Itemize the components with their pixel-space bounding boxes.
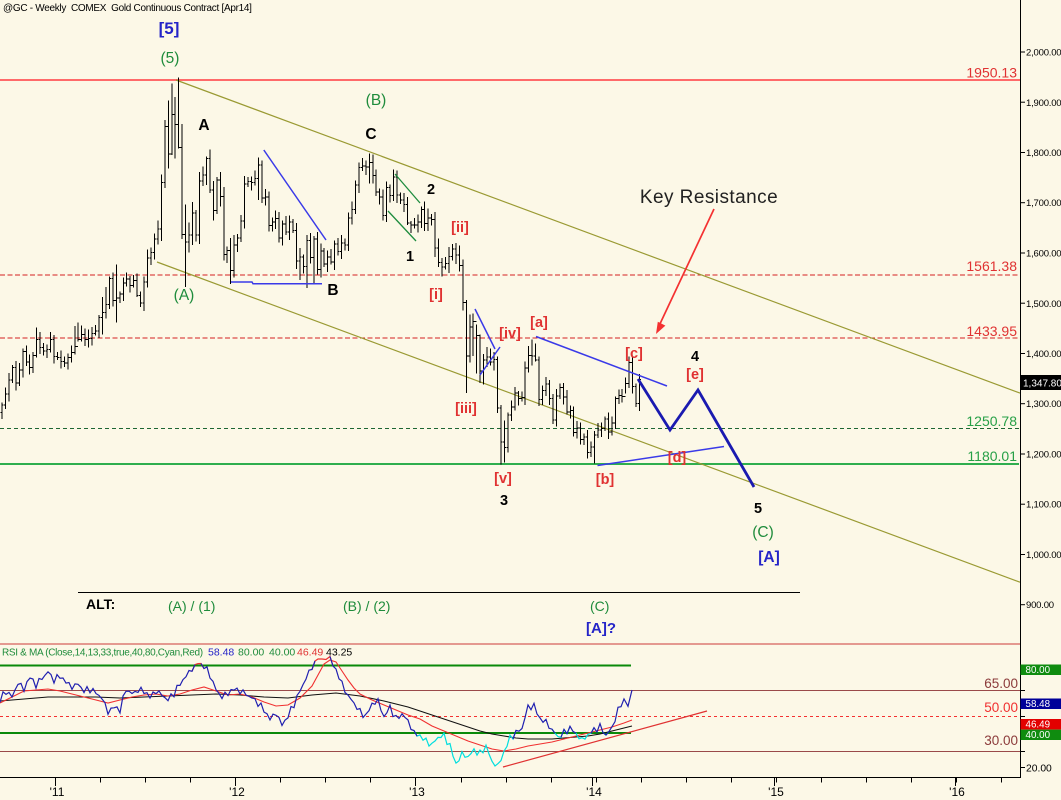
svg-text:[d]: [d] bbox=[668, 450, 687, 466]
svg-text:(B): (B) bbox=[366, 92, 387, 109]
svg-text:RSI & MA (Close,14,13,33,true,: RSI & MA (Close,14,13,33,true,40,80,Cyan… bbox=[2, 648, 203, 659]
svg-text:58.48: 58.48 bbox=[1026, 699, 1051, 710]
svg-text:1: 1 bbox=[406, 249, 414, 265]
svg-text:'14: '14 bbox=[586, 785, 602, 799]
svg-text:[i]: [i] bbox=[429, 287, 443, 303]
svg-text:C: C bbox=[365, 126, 376, 143]
svg-text:40.00: 40.00 bbox=[269, 647, 295, 659]
svg-text:2,000.00: 2,000.00 bbox=[1026, 48, 1061, 59]
svg-text:A: A bbox=[198, 117, 209, 134]
svg-text:Key Resistance: Key Resistance bbox=[640, 187, 778, 208]
svg-text:30.00: 30.00 bbox=[984, 733, 1018, 748]
svg-text:1,100.00: 1,100.00 bbox=[1026, 500, 1061, 511]
svg-text:[b]: [b] bbox=[596, 472, 615, 488]
svg-text:B: B bbox=[327, 282, 338, 299]
svg-text:[5]: [5] bbox=[159, 19, 180, 38]
svg-text:1950.13: 1950.13 bbox=[966, 65, 1017, 81]
svg-text:46.49: 46.49 bbox=[297, 647, 323, 659]
svg-text:1,500.00: 1,500.00 bbox=[1026, 299, 1061, 310]
svg-text:1433.95: 1433.95 bbox=[966, 323, 1017, 339]
svg-text:1,700.00: 1,700.00 bbox=[1026, 198, 1061, 209]
svg-text:46.49: 46.49 bbox=[1026, 720, 1051, 731]
svg-text:@GC - Weekly COMEX Gold Cont: @GC - Weekly COMEX Gold Continuous Contr… bbox=[3, 3, 252, 14]
svg-text:1,200.00: 1,200.00 bbox=[1026, 450, 1061, 461]
svg-text:(A) / (1): (A) / (1) bbox=[168, 598, 215, 614]
svg-text:20.00: 20.00 bbox=[1026, 763, 1052, 774]
svg-text:'15: '15 bbox=[768, 785, 784, 799]
svg-text:[iv]: [iv] bbox=[499, 326, 521, 342]
svg-text:(B) / (2): (B) / (2) bbox=[343, 598, 390, 614]
svg-text:1250.78: 1250.78 bbox=[966, 413, 1017, 429]
svg-text:'16: '16 bbox=[949, 785, 965, 799]
svg-text:1,300.00: 1,300.00 bbox=[1026, 399, 1061, 410]
svg-text:ALT:: ALT: bbox=[86, 596, 115, 612]
svg-text:[a]: [a] bbox=[530, 315, 548, 331]
svg-text:1,400.00: 1,400.00 bbox=[1026, 349, 1061, 360]
svg-text:1,600.00: 1,600.00 bbox=[1026, 249, 1061, 260]
svg-text:1,347.80: 1,347.80 bbox=[1023, 379, 1061, 390]
svg-text:4: 4 bbox=[691, 349, 699, 365]
svg-text:[v]: [v] bbox=[494, 471, 512, 487]
svg-text:40.00: 40.00 bbox=[1026, 730, 1051, 741]
svg-text:(5): (5) bbox=[161, 50, 180, 67]
svg-text:[e]: [e] bbox=[686, 367, 704, 383]
svg-text:(A): (A) bbox=[174, 287, 195, 304]
svg-text:80.00: 80.00 bbox=[1026, 665, 1051, 676]
svg-text:[A]?: [A]? bbox=[586, 620, 616, 637]
svg-text:1180.01: 1180.01 bbox=[967, 448, 1017, 464]
svg-text:2: 2 bbox=[427, 182, 435, 198]
svg-text:(C): (C) bbox=[752, 524, 774, 541]
svg-text:50.00: 50.00 bbox=[984, 700, 1018, 715]
svg-text:58.48: 58.48 bbox=[208, 647, 234, 659]
svg-text:1,000.00: 1,000.00 bbox=[1026, 550, 1061, 561]
svg-text:'11: '11 bbox=[50, 785, 65, 799]
svg-text:3: 3 bbox=[500, 493, 508, 509]
svg-text:1561.38: 1561.38 bbox=[966, 258, 1017, 274]
svg-text:[iii]: [iii] bbox=[455, 401, 477, 417]
svg-text:[ii]: [ii] bbox=[451, 220, 469, 236]
svg-text:43.25: 43.25 bbox=[326, 647, 352, 659]
svg-text:(C): (C) bbox=[590, 598, 609, 614]
svg-text:[c]: [c] bbox=[625, 346, 643, 362]
svg-text:80.00: 80.00 bbox=[238, 647, 264, 659]
svg-text:'12: '12 bbox=[229, 785, 245, 799]
svg-text:'13: '13 bbox=[409, 785, 425, 799]
svg-text:65.00: 65.00 bbox=[984, 676, 1018, 691]
svg-text:1,800.00: 1,800.00 bbox=[1026, 148, 1061, 159]
svg-text:1,900.00: 1,900.00 bbox=[1026, 98, 1061, 109]
svg-text:[A]: [A] bbox=[758, 549, 780, 566]
svg-text:5: 5 bbox=[754, 501, 762, 517]
svg-text:900.00: 900.00 bbox=[1026, 600, 1054, 611]
